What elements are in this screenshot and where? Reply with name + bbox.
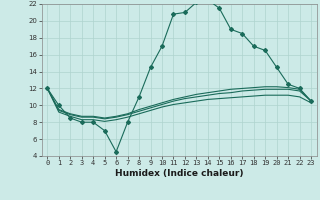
X-axis label: Humidex (Indice chaleur): Humidex (Indice chaleur) bbox=[115, 169, 244, 178]
